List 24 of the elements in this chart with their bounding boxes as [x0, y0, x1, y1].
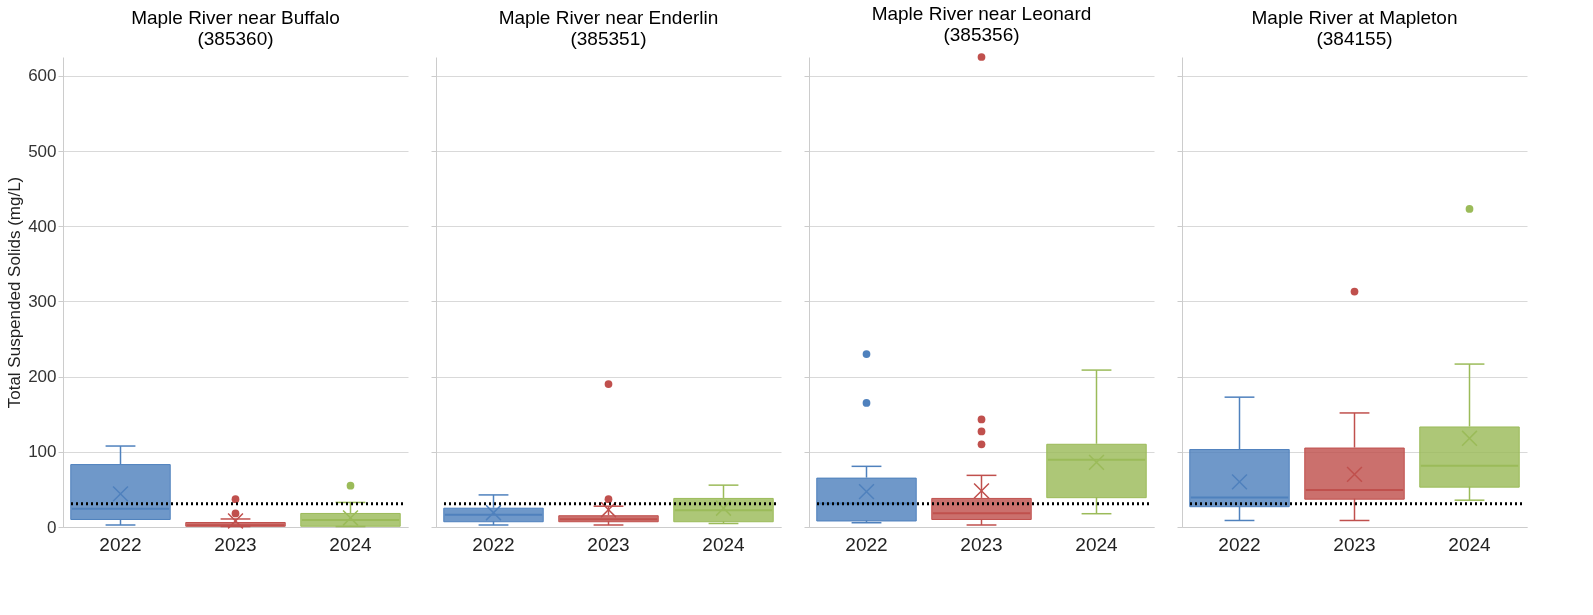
chart-title: Maple River near Leonard (385356): [871, 3, 1092, 46]
x-tick-label: 2022: [845, 533, 888, 555]
chart-title: Maple River near Enderlin (385351): [498, 7, 719, 49]
y-tick-label: 400: [28, 216, 57, 236]
x-tick-label: 2024: [1448, 533, 1492, 555]
x-tick-label: 2023: [960, 533, 1003, 555]
x-tick-label: 2023: [1333, 533, 1376, 555]
chart-title: Maple River near Buffalo (385360): [131, 7, 340, 49]
y-tick-label: 600: [28, 66, 57, 86]
x-tick-label: 2024: [1075, 533, 1119, 555]
x-tick-label: 2023: [587, 533, 630, 555]
chart-title: Maple River at Mapleton (384155): [1251, 7, 1458, 49]
y-tick-label: 100: [28, 442, 57, 462]
y-tick-label: 300: [28, 291, 57, 311]
x-tick-label: 2022: [1218, 533, 1261, 555]
y-tick-label: 200: [28, 367, 57, 387]
y-tick-label: 0: [47, 517, 57, 537]
x-tick-label: 2024: [702, 533, 746, 555]
x-tick-label: 2023: [214, 533, 257, 555]
y-axis-title: Total Suspended Solids (mg/L): [5, 176, 25, 409]
x-tick-label: 2024: [329, 533, 373, 555]
x-tick-label: 2022: [472, 533, 515, 555]
y-tick-label: 500: [28, 141, 57, 161]
x-tick-label: 2022: [99, 533, 142, 555]
